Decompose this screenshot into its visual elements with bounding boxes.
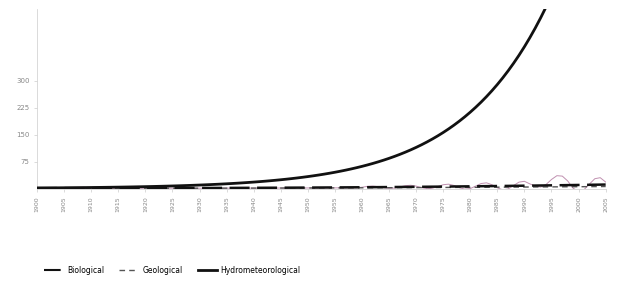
Legend: Biological, Geological, Hydrometeorological: Biological, Geological, Hydrometeorologi… bbox=[41, 263, 304, 278]
